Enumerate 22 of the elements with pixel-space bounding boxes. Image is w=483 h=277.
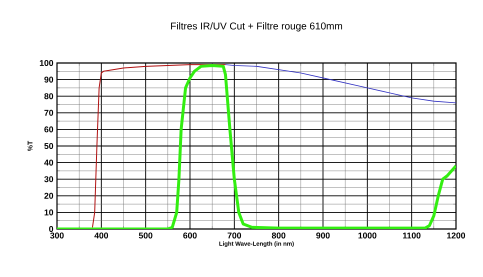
y-tick-label: 90 (44, 76, 54, 83)
x-tick-label: 500 (138, 232, 152, 239)
y-tick-label: 0 (49, 226, 54, 232)
x-tick-label: 300 (50, 232, 64, 239)
x-tick-label: 1000 (358, 232, 376, 239)
y-tick-label: 100 (40, 60, 54, 66)
y-tick-label: 30 (44, 176, 54, 182)
x-tick-label: 900 (316, 232, 330, 239)
x-tick-label: 800 (272, 232, 286, 239)
x-tick-label: 700 (228, 232, 242, 239)
y-tick-label: 70 (44, 110, 54, 116)
x-tick-label: 1100 (403, 232, 420, 239)
y-tick-label: 80 (44, 93, 54, 100)
y-tick-label: 20 (44, 192, 54, 199)
y-tick-label: 10 (44, 209, 54, 216)
y-tick-label: 50 (44, 143, 54, 149)
x-tick-label: 600 (183, 232, 197, 239)
y-tick-label: 60 (44, 126, 54, 132)
x-tick-label: 1200 (447, 232, 466, 239)
x-tick-label: 400 (94, 232, 108, 239)
chart-title: Filtres IR/UV Cut + Filtre rouge 610mm (171, 22, 342, 32)
y-tick-label: 40 (44, 160, 54, 166)
